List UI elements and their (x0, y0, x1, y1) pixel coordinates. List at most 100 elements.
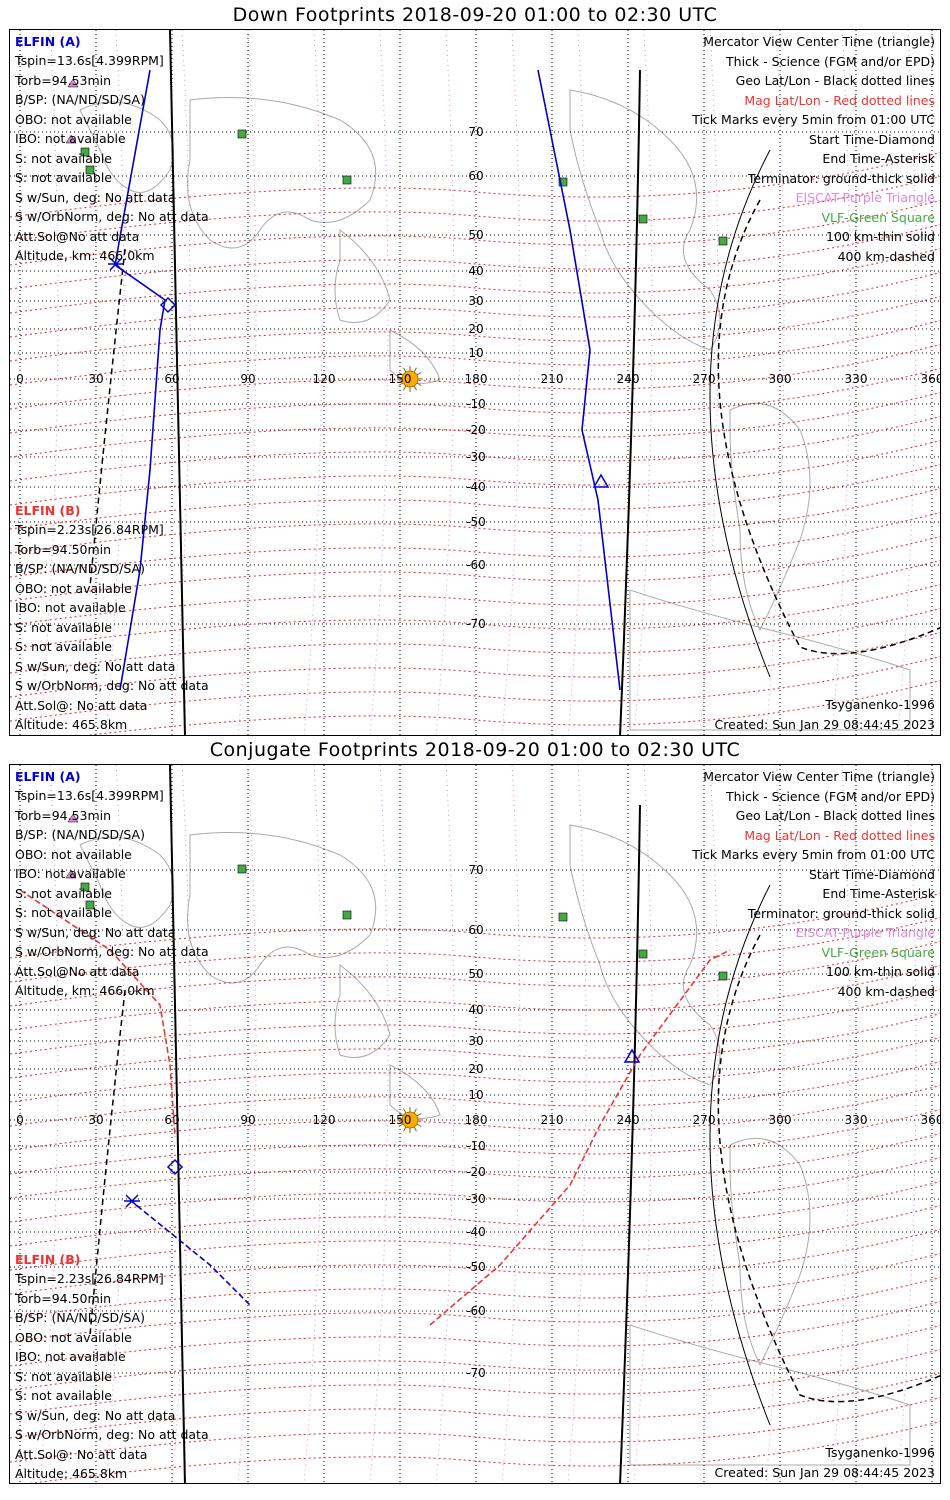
sun-ray (416, 1123, 422, 1127)
sun-ray (416, 1113, 422, 1117)
lat-tick-label: 50 (468, 967, 483, 981)
elfin-b-info-line: IBO: not available (15, 600, 126, 615)
elfin-a-info-line: Tspin=13.6s[4.399RPM] (15, 53, 164, 68)
terminator-400km (89, 989, 126, 1336)
elfin-a-info-line: S w/Sun, deg: No att data (15, 189, 176, 205)
terminator-ground (619, 69, 641, 735)
mag-lat-line (10, 988, 940, 1055)
elfin-b-info-line: S w/Sun, deg: No att data (15, 1407, 176, 1423)
mag-lat-line (10, 631, 940, 698)
created-label: Created: Sun Jan 29 08:44:45 2023 (714, 1465, 935, 1480)
legend-line: 100 km-thin solid (826, 229, 935, 244)
lat-tick-label: -50 (466, 1260, 486, 1274)
mag-lat-line (10, 940, 940, 1007)
mag-lat-line (10, 247, 940, 314)
mag-lon-line (501, 765, 521, 1483)
lat-tick-label: -70 (466, 1366, 486, 1380)
terminator-400km (717, 199, 940, 655)
eiscat-triangle (65, 134, 77, 144)
coastline (569, 824, 721, 1086)
coastline (79, 836, 174, 928)
legend-line: EISCAT-Purple Triangle (795, 190, 935, 205)
elfin-a-info-line: Att.Sol@No att data (15, 228, 140, 244)
mag-lon-line (435, 30, 455, 735)
lon-tick-label: 360 (921, 372, 941, 386)
elfin-a-info-line: Tspin=13.6s[4.399RPM] (15, 788, 164, 803)
lon-tick-label: 120 (313, 372, 336, 386)
vlf-station-square (638, 214, 648, 224)
sun-ray (403, 1126, 407, 1132)
lon-tick-label: 0 (16, 372, 24, 386)
terminator-100km (709, 884, 771, 1426)
panel-1-title: Down Footprints 2018-09-20 01:00 to 02:3… (232, 4, 718, 26)
down-footprints-map: 0 30 60 90 120 150 180 210 240 270 300 330 360 70 60 50… (9, 29, 941, 736)
elfin-a-info-line: S: not available (15, 885, 112, 901)
mag-lon-line (699, 30, 719, 735)
legend-line: 100 km-thin solid (826, 964, 935, 979)
mag-lat-line (10, 964, 940, 1031)
coastline (729, 402, 811, 632)
sun-ray (403, 367, 407, 373)
elfin-a-info-line: S w/Sun, deg: No att data (15, 924, 176, 940)
sun-ray (403, 1108, 407, 1114)
coastline (334, 963, 391, 1058)
lat-tick-label: 20 (468, 1062, 483, 1076)
sun-ray (413, 1126, 417, 1132)
mag-lon-line (171, 30, 191, 735)
mag-lat-line (10, 655, 940, 722)
legend-line: Mag Lat/Lon - Red dotted lines (744, 92, 935, 108)
sun-ray (413, 385, 417, 391)
elfin-a-info-line: S w/OrbNorm, deg: No att data (15, 944, 209, 959)
mag-lat-line (10, 295, 940, 362)
elfin-b-info-line: S w/Sun, deg: No att data (15, 658, 176, 674)
lon-tick-label: 300 (769, 1113, 792, 1127)
lat-tick-label: 30 (468, 294, 483, 308)
mag-lon-line (237, 30, 257, 735)
lon-tick-label: 90 (240, 1113, 255, 1127)
terminator-ground (619, 804, 641, 1483)
lat-tick-label: 60 (468, 923, 483, 937)
mag-lat-line (10, 607, 940, 674)
sun-ray (416, 372, 422, 376)
coastline (389, 329, 441, 384)
mag-lon-line (303, 30, 323, 735)
mag-lat-line (10, 391, 940, 458)
legend-line: Mag Lat/Lon - Red dotted lines (744, 827, 935, 843)
lon-tick-label: 60 (164, 1113, 179, 1127)
sun-ray (403, 385, 407, 391)
center-triangle (623, 1048, 641, 1063)
mag-lat-line (86, 679, 940, 735)
sun-ray (398, 382, 404, 386)
elfin-b-track (19, 889, 176, 1138)
elfin-a-name: ELFIN (A) (15, 769, 81, 784)
start-diamond (159, 296, 177, 314)
legend-line: End Time-Asterisk (822, 886, 935, 901)
mag-lat-line (10, 367, 940, 434)
elfin-a-info-line: B/SP: (NA/ND/SD/SA) (15, 92, 145, 107)
mag-lat-line (29, 1420, 940, 1483)
mag-lat-line (10, 583, 940, 650)
mag-lon-line (633, 30, 653, 735)
lat-tick-label: -20 (466, 423, 486, 437)
elfin-a-info-line: OBO: not available (15, 111, 132, 127)
lat-tick-label: -60 (466, 1304, 486, 1318)
mag-lat-line (10, 1372, 940, 1439)
mag-lat-line (10, 1084, 940, 1151)
lat-tick-label: 10 (468, 346, 483, 360)
elfin-a-track (537, 69, 621, 691)
elfin-b-info-line: Altitude: 465.8km (15, 717, 128, 732)
mag-lat-line (10, 415, 940, 482)
lat-tick-label: 70 (468, 863, 483, 877)
legend-line: Thick - Science (FGM and/or EPD) (726, 53, 935, 69)
mag-lat-line (10, 892, 940, 959)
elfin-b-info-line: S: not available (15, 1368, 112, 1384)
elfin-b-info-line: S: not available (15, 639, 112, 654)
elfin-a-info-line: S w/OrbNorm, deg: No att data (15, 209, 209, 224)
lon-tick-label: 60 (164, 372, 179, 386)
coastline (569, 89, 721, 351)
legend-line: Mercator View Center Time (triangle) (703, 34, 935, 49)
mag-lat-line (10, 151, 940, 218)
lat-tick-label: 20 (468, 322, 483, 336)
legend-line: Geo Lat/Lon - Black dotted lines (735, 73, 935, 88)
sun-ray (416, 382, 422, 386)
